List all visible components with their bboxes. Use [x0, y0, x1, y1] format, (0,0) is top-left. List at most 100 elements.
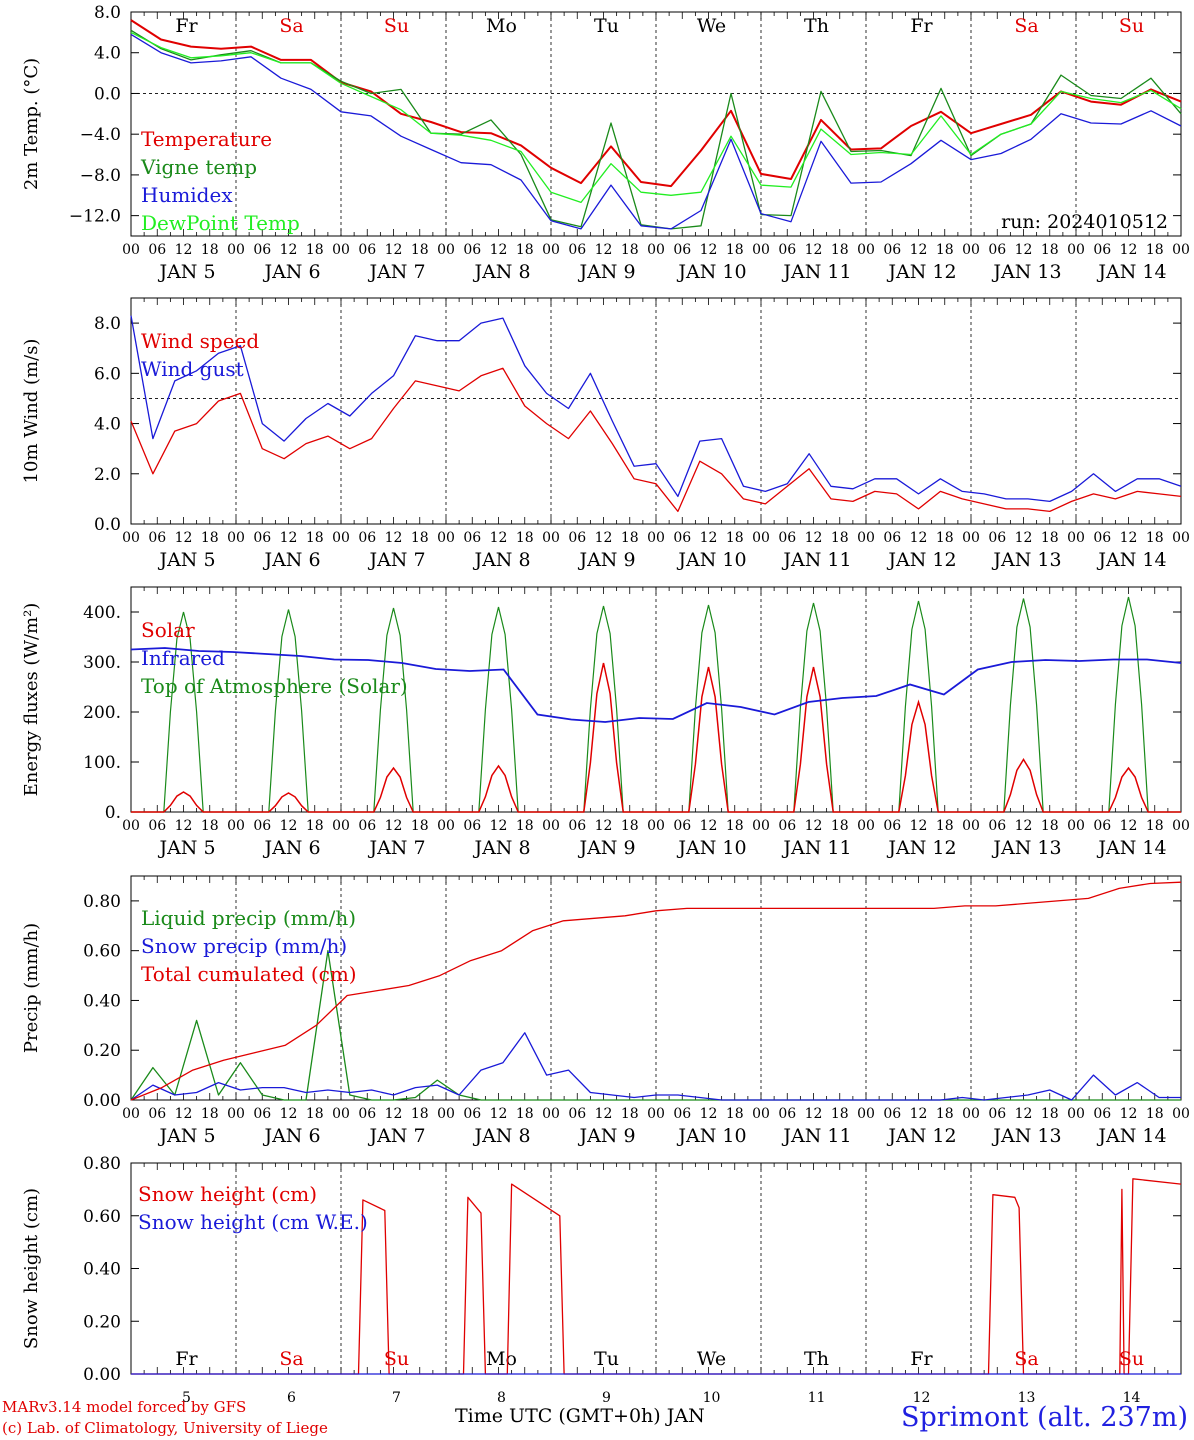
date-label: JAN 12	[886, 1125, 956, 1147]
date-label: JAN 14	[1096, 837, 1166, 859]
date-label: JAN 11	[781, 837, 851, 859]
day-number: 10	[703, 1390, 721, 1406]
hour-tick-label: 00	[857, 818, 875, 834]
hour-tick-label: 06	[253, 242, 271, 258]
panel-2: 0.0 2.0 4.0 6.0 8.0 10m Wind (m/s) 00 06 12 18 00 0…	[21, 297, 1190, 571]
date-label: JAN 11	[781, 261, 851, 283]
date-label: JAN 10	[676, 1125, 746, 1147]
date-label: JAN 10	[676, 549, 746, 571]
legend-entry: Snow precip (mm/h)	[141, 934, 347, 958]
hour-tick-label: 06	[148, 818, 166, 834]
hour-tick-label: 00	[227, 530, 245, 546]
date-label: JAN 6	[262, 837, 320, 859]
hour-tick-label: 06	[463, 242, 481, 258]
hour-tick-label: 18	[201, 242, 219, 258]
day-number: 7	[392, 1390, 401, 1406]
series-line	[130, 1032, 1181, 1101]
hour-tick-label: 00	[122, 242, 140, 258]
date-label: JAN 11	[781, 1125, 851, 1147]
day-name: Fr	[910, 1348, 933, 1370]
hour-tick-label: 18	[1146, 530, 1164, 546]
hour-tick-label: 18	[726, 818, 744, 834]
y-axis-label: Energy fluxes (W/m²)	[21, 603, 42, 797]
hour-tick-label: 06	[673, 242, 691, 258]
hour-tick-label: 12	[385, 530, 403, 546]
hour-tick-label: 12	[805, 242, 823, 258]
legend-entry: Top of Atmosphere (Solar)	[141, 674, 408, 698]
hour-tick-label: 00	[437, 242, 455, 258]
hour-tick-label: 00	[1067, 530, 1085, 546]
date-label: JAN 9	[577, 1125, 635, 1147]
day-name: Su	[384, 15, 409, 37]
hour-tick-label: 18	[411, 1106, 429, 1122]
date-label: JAN 10	[676, 261, 746, 283]
series-line	[130, 315, 1182, 503]
legend-entry: Snow height (cm W.E.)	[138, 1210, 368, 1234]
date-label: JAN 9	[577, 837, 635, 859]
day-name: Sa	[279, 1348, 303, 1370]
date-label: JAN 9	[577, 261, 635, 283]
hour-tick-label: 12	[1120, 1106, 1138, 1122]
legend-entry: Humidex	[141, 183, 233, 207]
hour-tick-label: 12	[1015, 530, 1033, 546]
hour-tick-label: 12	[1015, 242, 1033, 258]
hour-tick-label: 06	[568, 818, 586, 834]
hour-tick-label: 06	[148, 1106, 166, 1122]
y-tick-label: 0.20	[83, 1041, 121, 1061]
hour-tick-label: 18	[516, 1106, 534, 1122]
hour-tick-label: 00	[542, 242, 560, 258]
y-tick-label: 4.0	[94, 44, 121, 64]
day-name: Th	[804, 1348, 829, 1370]
y-tick-label: −8.0	[80, 166, 121, 186]
hour-tick-label: 00	[647, 530, 665, 546]
hour-tick-label: 12	[700, 1106, 718, 1122]
date-label: JAN 10	[676, 837, 746, 859]
date-label: JAN 5	[157, 261, 215, 283]
hour-tick-label: 18	[726, 242, 744, 258]
hour-tick-label: 00	[542, 818, 560, 834]
hour-tick-label: 06	[253, 530, 271, 546]
hour-tick-label: 06	[778, 1106, 796, 1122]
legend-entry: Solar	[141, 618, 195, 642]
hour-tick-label: 12	[385, 1106, 403, 1122]
legend-entry: Infrared	[141, 646, 225, 670]
date-label: JAN 13	[991, 837, 1061, 859]
hour-tick-label: 00	[332, 242, 350, 258]
hour-tick-label: 18	[516, 242, 534, 258]
y-tick-label: 0.20	[83, 1312, 121, 1332]
hour-tick-label: 18	[306, 818, 324, 834]
hour-tick-label: 06	[988, 530, 1006, 546]
legend-entry: Vigne temp	[140, 155, 257, 179]
day-number: 5	[182, 1390, 191, 1406]
date-label: JAN 8	[472, 549, 530, 571]
hour-tick-label: 18	[1146, 1106, 1164, 1122]
hour-tick-label: 12	[490, 818, 508, 834]
legend-entry: Wind speed	[141, 329, 259, 353]
series-line	[131, 1178, 1182, 1375]
hour-tick-label: 00	[1067, 818, 1085, 834]
hour-tick-label: 00	[962, 242, 980, 258]
hour-tick-label: 06	[568, 530, 586, 546]
panel-3: 0. 100. 200. 300. 400. Energy fluxes (W/m²) 00…	[21, 586, 1190, 859]
hour-tick-label: 00	[1067, 1106, 1085, 1122]
hour-tick-label: 18	[306, 530, 324, 546]
panel-5: 0.00 0.20 0.40 0.60 0.80 Snow height (cm) Fr Sa…	[21, 1154, 1182, 1406]
y-axis-label: Snow height (cm)	[21, 1188, 42, 1349]
date-label: JAN 13	[991, 261, 1061, 283]
hour-tick-label: 12	[595, 530, 613, 546]
hour-tick-label: 12	[280, 1106, 298, 1122]
panel-4: 0.00 0.20 0.40 0.60 0.80 Precip (mm/h) 00 06 12 1…	[21, 875, 1190, 1147]
y-tick-label: 8.0	[94, 3, 121, 23]
hour-tick-label: 12	[280, 530, 298, 546]
hour-tick-label: 00	[1067, 242, 1085, 258]
hour-tick-label: 12	[595, 818, 613, 834]
series-line	[130, 31, 1182, 204]
hour-tick-label: 18	[306, 242, 324, 258]
panel-frame	[130, 586, 1182, 813]
hour-tick-label: 06	[253, 1106, 271, 1122]
hour-tick-label: 00	[752, 818, 770, 834]
hour-tick-label: 12	[175, 530, 193, 546]
hour-tick-label: 12	[1120, 242, 1138, 258]
day-number: 9	[602, 1390, 611, 1406]
hour-tick-label: 18	[411, 242, 429, 258]
